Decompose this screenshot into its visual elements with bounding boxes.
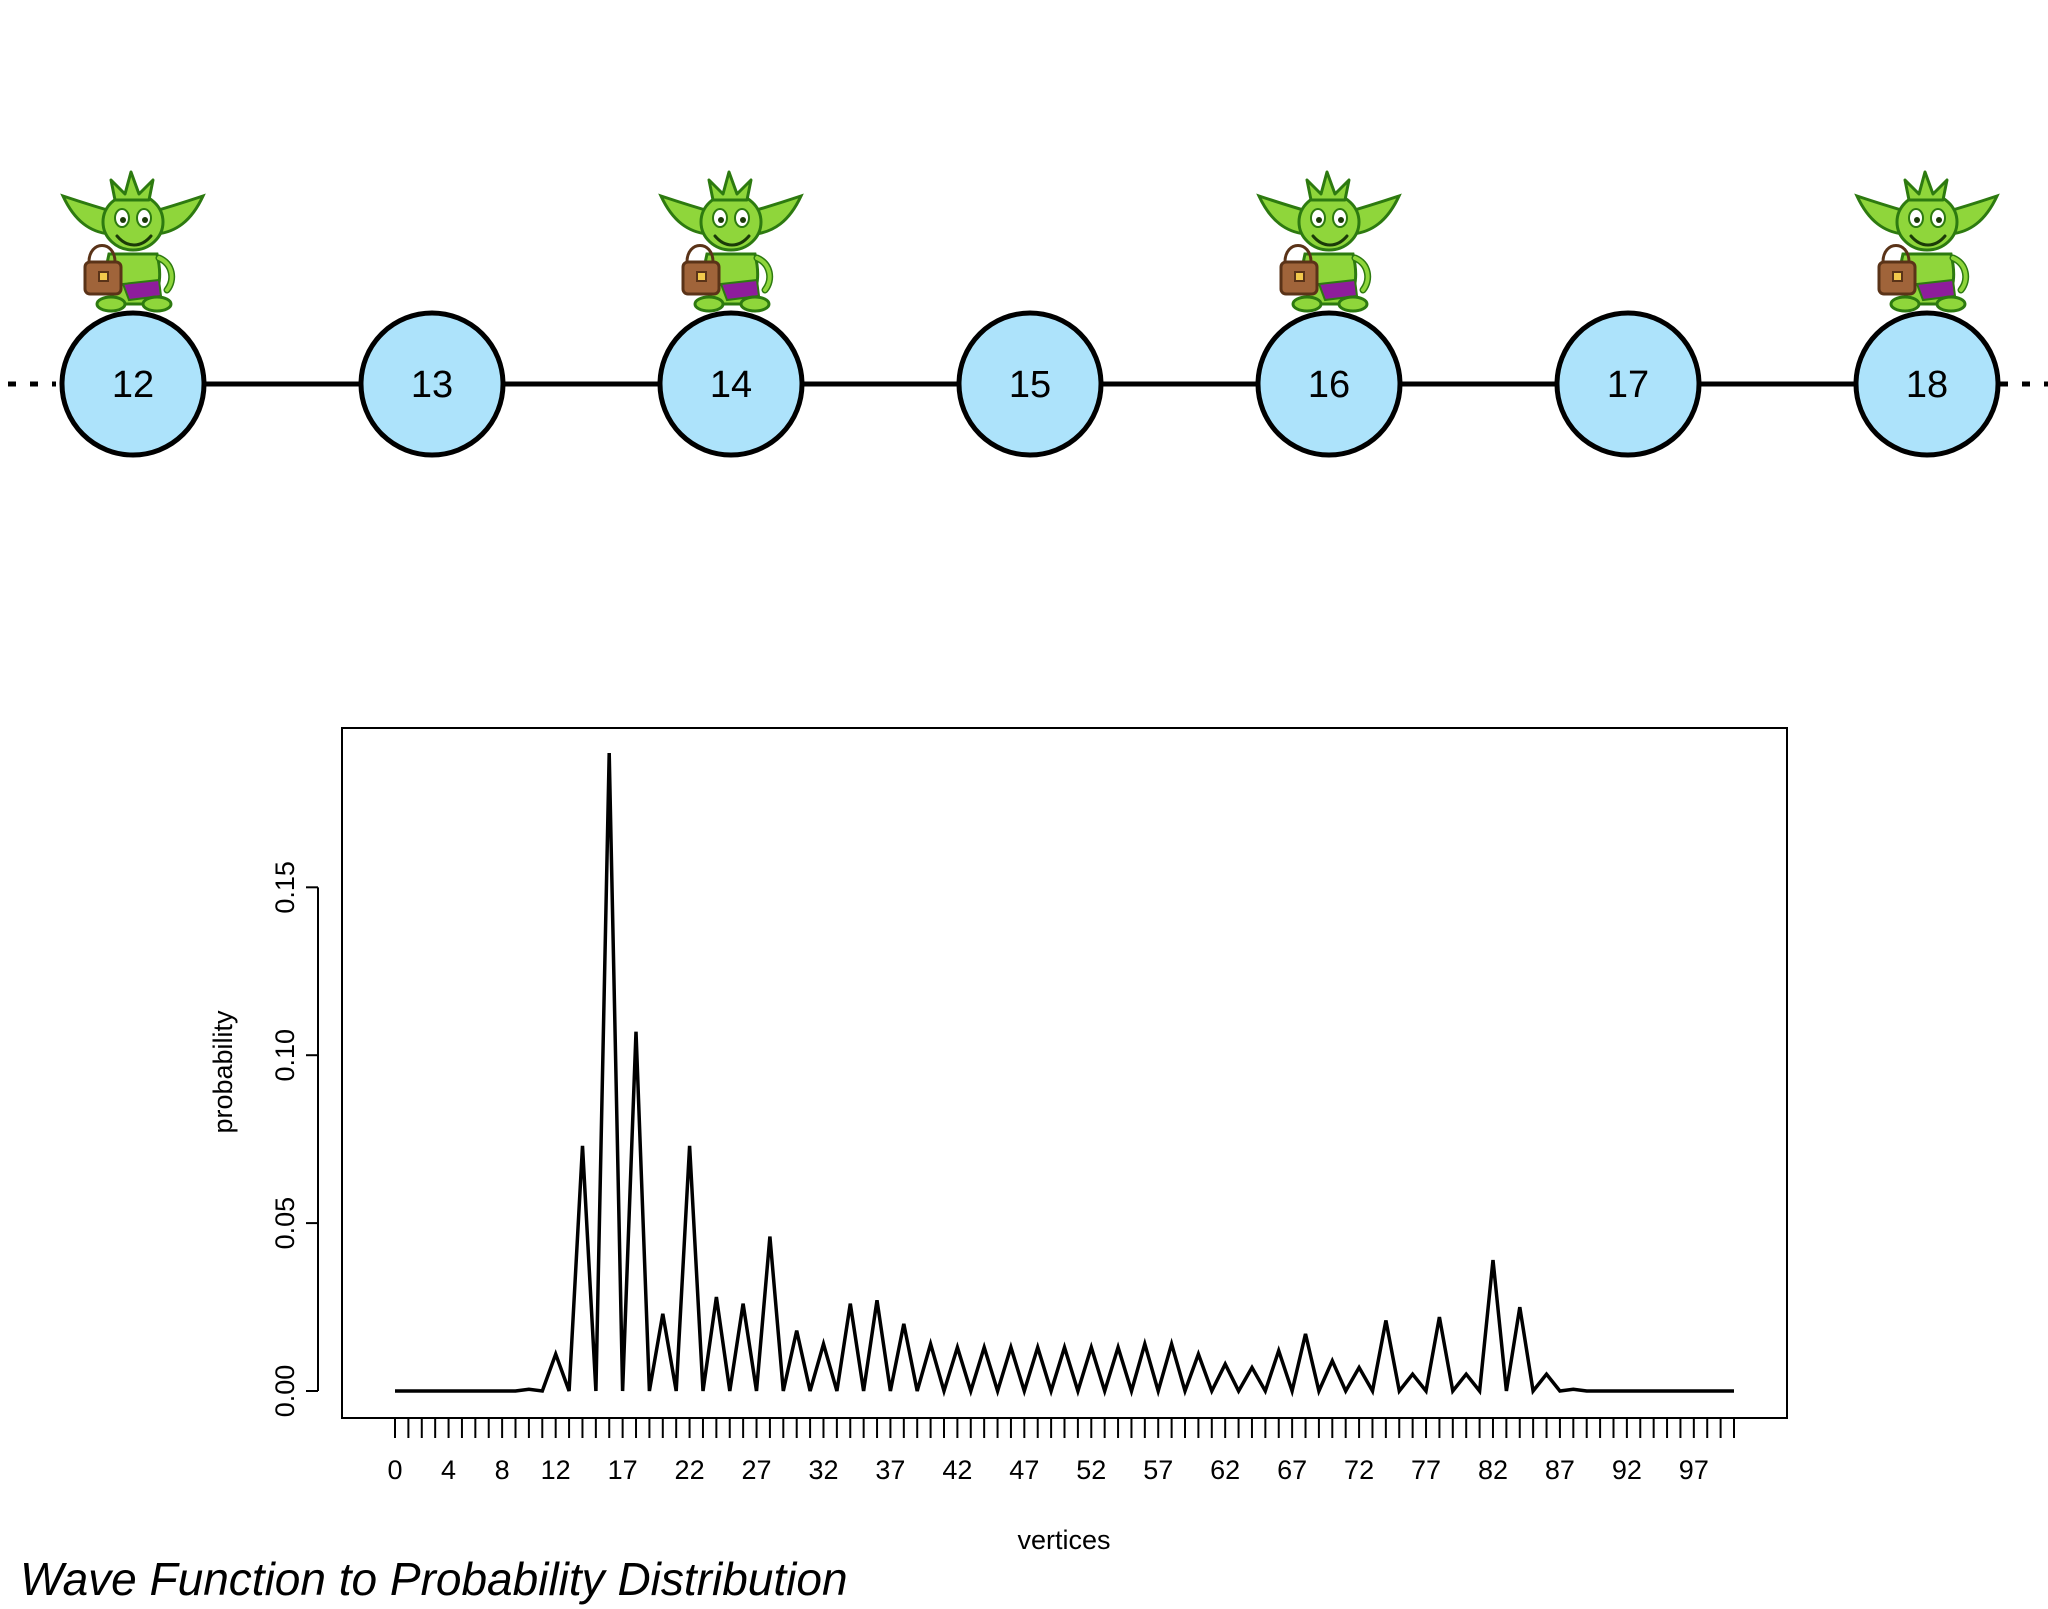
y-tick-label: 0.05 [270,1197,300,1250]
x-tick-label: 17 [608,1455,638,1485]
graph-node: 14 [657,310,805,458]
x-tick-label: 32 [808,1455,838,1485]
x-tick-label: 77 [1411,1455,1441,1485]
x-tick-label: 22 [675,1455,705,1485]
x-tick-label: 72 [1344,1455,1374,1485]
x-tick-label: 57 [1143,1455,1173,1485]
x-tick-label: 97 [1679,1455,1709,1485]
x-tick-label: 12 [541,1455,571,1485]
node-label: 15 [1009,364,1051,406]
x-axis-title: vertices [1017,1525,1110,1555]
y-axis: 0.00 0.05 0.10 0.15 [270,861,319,1418]
x-tick-label: 52 [1076,1455,1106,1485]
node-label: 16 [1308,364,1350,406]
node-label: 12 [112,364,154,406]
graph-node: 16 [1255,310,1403,458]
y-tick-label: 0.10 [270,1029,300,1082]
x-tick-label: 42 [942,1455,972,1485]
x-tick-label: 62 [1210,1455,1240,1485]
x-tick-label: 27 [742,1455,772,1485]
graph-node: 18 [1853,310,2001,458]
y-tick-label: 0.15 [270,861,300,914]
y-tick-label: 0.00 [270,1365,300,1418]
graph-node: 17 [1554,310,1702,458]
y-axis-title: probability [208,1010,238,1134]
figure-caption: Wave Function to Probability Distributio… [20,1553,848,1605]
line-graph: 12 13 14 15 16 17 18 [8,0,2048,458]
node-label: 13 [411,364,453,406]
x-tick-label: 0 [387,1455,402,1485]
graph-node: 12 [59,310,207,458]
graph-node: 13 [358,310,506,458]
x-tick-label: 87 [1545,1455,1575,1485]
node-label: 14 [710,364,752,406]
x-tick-label: 47 [1009,1455,1039,1485]
x-tick-label: 92 [1612,1455,1642,1485]
x-tick-label: 67 [1277,1455,1307,1485]
x-tick-label: 82 [1478,1455,1508,1485]
node-label: 18 [1906,364,1948,406]
x-tick-label: 4 [441,1455,456,1485]
probability-series-line [395,752,1734,1398]
x-axis: 0 4 8 12 17 22 27 32 37 42 47 52 57 62 67 72 77 82 87 92 97 [387,1418,1735,1485]
graph-node: 15 [956,310,1104,458]
node-label: 17 [1607,364,1649,406]
x-tick-label: 8 [495,1455,510,1485]
plot-frame [341,727,1788,1419]
x-tick-label: 37 [875,1455,905,1485]
